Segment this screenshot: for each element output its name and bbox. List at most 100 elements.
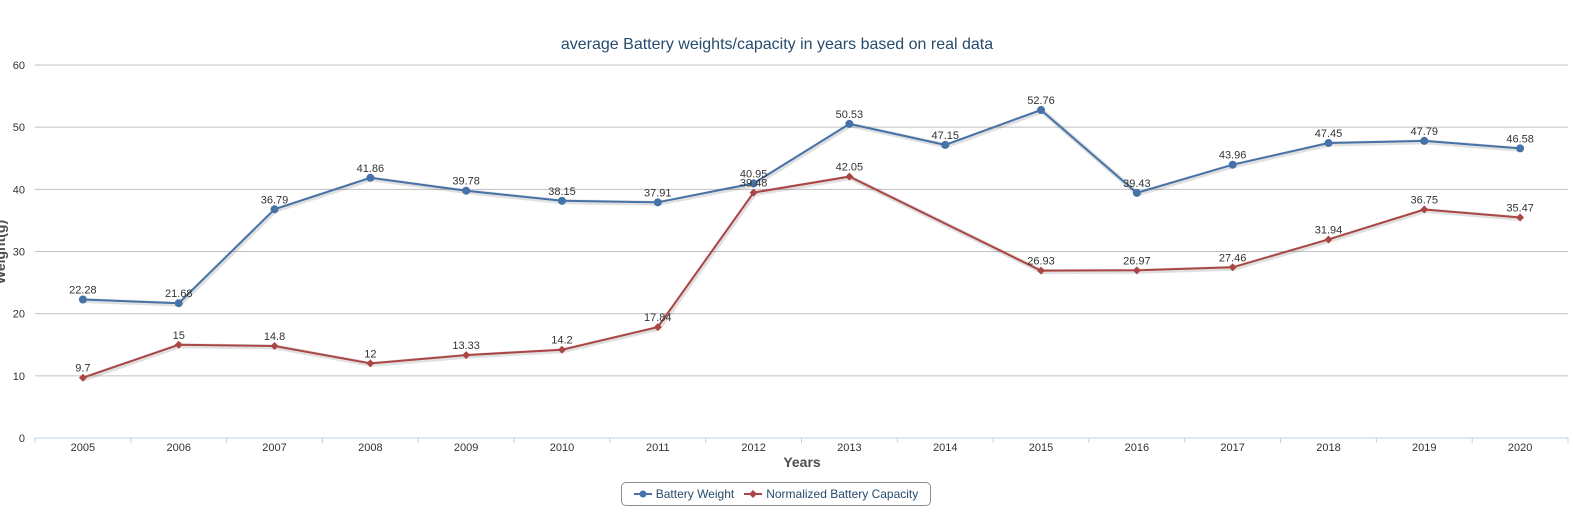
x-tick-label: 2015 [1029, 442, 1053, 454]
data-label: 26.93 [1027, 256, 1055, 268]
data-point[interactable] [557, 196, 566, 205]
legend-label-battery-weight: Battery Weight [655, 487, 735, 501]
x-tick-label: 2017 [1220, 442, 1244, 454]
series-0: 22.28 21.68 36.79 41.86 39.78 38.15 37.91 40.95… [69, 95, 1534, 308]
x-tick-label: 2010 [550, 442, 574, 454]
x-tick-label: 2020 [1508, 442, 1532, 454]
data-label: 21.68 [165, 288, 193, 300]
data-point[interactable] [1132, 266, 1141, 275]
data-label: 35.47 [1506, 202, 1534, 214]
series-line [82, 108, 1521, 305]
data-label: 39.78 [452, 176, 480, 188]
data-point[interactable] [653, 198, 662, 207]
data-point[interactable] [1324, 139, 1333, 148]
data-label: 39.43 [1123, 178, 1151, 190]
data-point[interactable] [845, 172, 854, 181]
legend: Battery Weight Normalized Battery Capaci… [621, 482, 931, 506]
data-point[interactable] [462, 351, 471, 360]
data-label: 17.84 [644, 312, 672, 324]
data-point[interactable] [78, 295, 87, 304]
data-label: 31.94 [1315, 224, 1343, 236]
data-point[interactable] [78, 373, 87, 382]
x-tick-label: 2011 [646, 442, 670, 454]
data-label: 47.15 [931, 130, 959, 142]
data-point[interactable] [653, 323, 662, 332]
y-tick-label: 30 [13, 247, 25, 259]
data-point[interactable] [270, 341, 279, 350]
data-label: 36.79 [261, 194, 289, 206]
data-point[interactable] [1420, 205, 1429, 214]
series-line-shadow [83, 175, 1522, 382]
data-point[interactable] [749, 188, 758, 197]
x-tick-label: 2008 [358, 442, 382, 454]
data-point[interactable] [1228, 263, 1237, 272]
data-label: 43.96 [1219, 150, 1247, 162]
data-point[interactable] [366, 173, 375, 182]
data-point[interactable] [462, 186, 471, 195]
data-point[interactable] [174, 340, 183, 349]
legend-diamond-marker-icon [744, 490, 763, 498]
data-label: 22.28 [69, 284, 97, 296]
data-point[interactable] [1516, 213, 1525, 222]
data-point[interactable] [174, 299, 183, 308]
data-point[interactable] [845, 119, 854, 128]
data-label: 47.79 [1411, 126, 1439, 138]
legend-circle-marker-icon [633, 490, 652, 498]
x-axis: 2005 2006 2007 2008 2009 2010 2011 2012 2013 2014… [34, 437, 1569, 454]
data-label: 37.91 [644, 187, 672, 199]
chart-title: average Battery weights/capacity in year… [561, 36, 993, 53]
series-1: 9.7 15 14.8 12 13.33 14.2 17.84 39.48 42.05 26.93… [75, 162, 1534, 382]
data-point[interactable] [749, 179, 758, 188]
x-tick-label: 2014 [933, 442, 957, 454]
data-point[interactable] [1132, 188, 1141, 197]
y-tick-label: 50 [13, 122, 25, 134]
data-point[interactable] [1228, 160, 1237, 169]
x-tick-label: 2013 [837, 442, 861, 454]
data-point[interactable] [366, 359, 375, 368]
x-tick-label: 2005 [71, 442, 95, 454]
data-label: 13.33 [452, 340, 480, 352]
data-point[interactable] [1037, 106, 1046, 115]
data-point[interactable] [1420, 136, 1429, 145]
data-point[interactable] [1037, 266, 1046, 275]
data-point[interactable] [1516, 144, 1525, 153]
legend-label-normalized-capacity: Normalized Battery Capacity [766, 487, 919, 501]
data-label: 42.05 [836, 162, 864, 174]
y-tick-label: 20 [13, 309, 25, 321]
legend-item-battery-weight[interactable]: Battery Weight [633, 487, 735, 501]
y-tick-label: 0 [19, 433, 25, 445]
data-label: 9.7 [75, 363, 90, 375]
x-tick-label: 2019 [1412, 442, 1436, 454]
data-label: 50.53 [836, 109, 864, 121]
data-label: 46.58 [1506, 133, 1534, 145]
data-point[interactable] [941, 140, 950, 149]
gridlines [35, 64, 1568, 439]
data-label: 52.76 [1027, 95, 1055, 107]
y-tick-label: 60 [13, 60, 25, 72]
data-label: 40.95 [740, 168, 768, 180]
x-tick-label: 2006 [166, 442, 190, 454]
data-label: 38.15 [548, 186, 576, 198]
series-layer: 22.28 21.68 36.79 41.86 39.78 38.15 37.91 40.95… [69, 95, 1534, 382]
x-tick-label: 2018 [1316, 442, 1340, 454]
legend-item-normalized-capacity[interactable]: Normalized Battery Capacity [744, 487, 918, 501]
series-line-shadow [83, 108, 1522, 307]
y-axis: 0 10 20 30 40 50 60 [13, 60, 25, 445]
data-point[interactable] [557, 345, 566, 354]
data-label: 14.8 [264, 331, 285, 343]
data-label: 39.48 [740, 178, 768, 190]
data-label: 14.2 [551, 335, 572, 347]
data-point[interactable] [1324, 235, 1333, 244]
y-tick-label: 10 [13, 371, 25, 383]
x-tick-label: 2016 [1125, 442, 1149, 454]
data-label: 15 [173, 330, 185, 342]
data-label: 12 [364, 348, 376, 360]
data-point[interactable] [270, 205, 279, 214]
data-label: 41.86 [357, 163, 385, 175]
series-line [82, 175, 1521, 379]
x-tick-label: 2012 [741, 442, 765, 454]
y-axis-title: Weight(g) [0, 220, 8, 284]
y-tick-label: 40 [13, 184, 25, 196]
data-label: 47.45 [1315, 128, 1343, 140]
